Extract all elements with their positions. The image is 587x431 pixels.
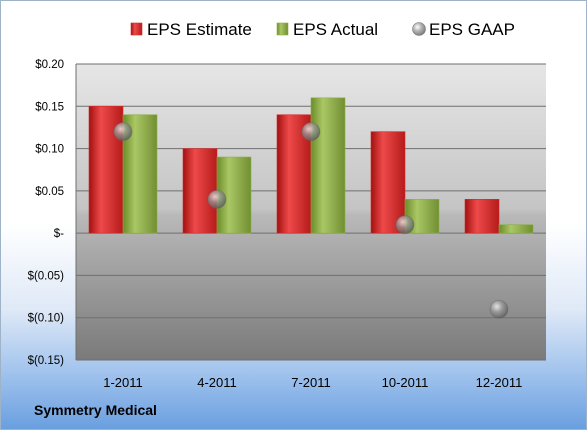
legend-swatch <box>130 22 143 36</box>
legend-swatch <box>412 22 426 36</box>
estimate-bar <box>370 131 406 234</box>
y-tick-label: $(0.05) <box>28 270 65 282</box>
legend-estimate: EPS Estimate <box>130 20 252 39</box>
gaap-marker <box>113 122 133 142</box>
y-tick-label: $0.05 <box>35 186 64 198</box>
y-tick-label: $(0.10) <box>28 313 65 325</box>
estimate-bar <box>182 148 218 234</box>
legend-gaap: EPS GAAP <box>412 20 515 39</box>
legend-label: EPS Actual <box>293 20 378 39</box>
legend-label: EPS Estimate <box>147 20 252 39</box>
y-tick-label: $0.10 <box>35 144 64 156</box>
y-tick-label: $- <box>54 228 64 240</box>
x-tick-label: 12-2011 <box>476 375 523 390</box>
gaap-marker <box>395 215 415 235</box>
actual-bar <box>310 97 346 234</box>
x-tick-label: 4-2011 <box>197 375 237 390</box>
y-tick-label: $0.15 <box>35 101 64 113</box>
x-tick-label: 7-2011 <box>291 375 331 390</box>
estimate-bar <box>464 199 500 234</box>
gaap-marker <box>207 189 227 209</box>
company-label: Symmetry Medical <box>34 402 157 418</box>
legend-label: EPS GAAP <box>429 20 515 39</box>
legend-actual: EPS Actual <box>276 20 378 39</box>
x-tick-label: 1-2011 <box>103 375 143 390</box>
x-tick-label: 10-2011 <box>382 375 429 390</box>
y-tick-label: $(0.15) <box>28 355 65 367</box>
gaap-marker <box>301 122 321 142</box>
gaap-marker <box>489 299 509 319</box>
y-tick-label: $0.20 <box>35 59 64 71</box>
legend-swatch <box>276 22 289 36</box>
actual-bar <box>498 224 534 234</box>
